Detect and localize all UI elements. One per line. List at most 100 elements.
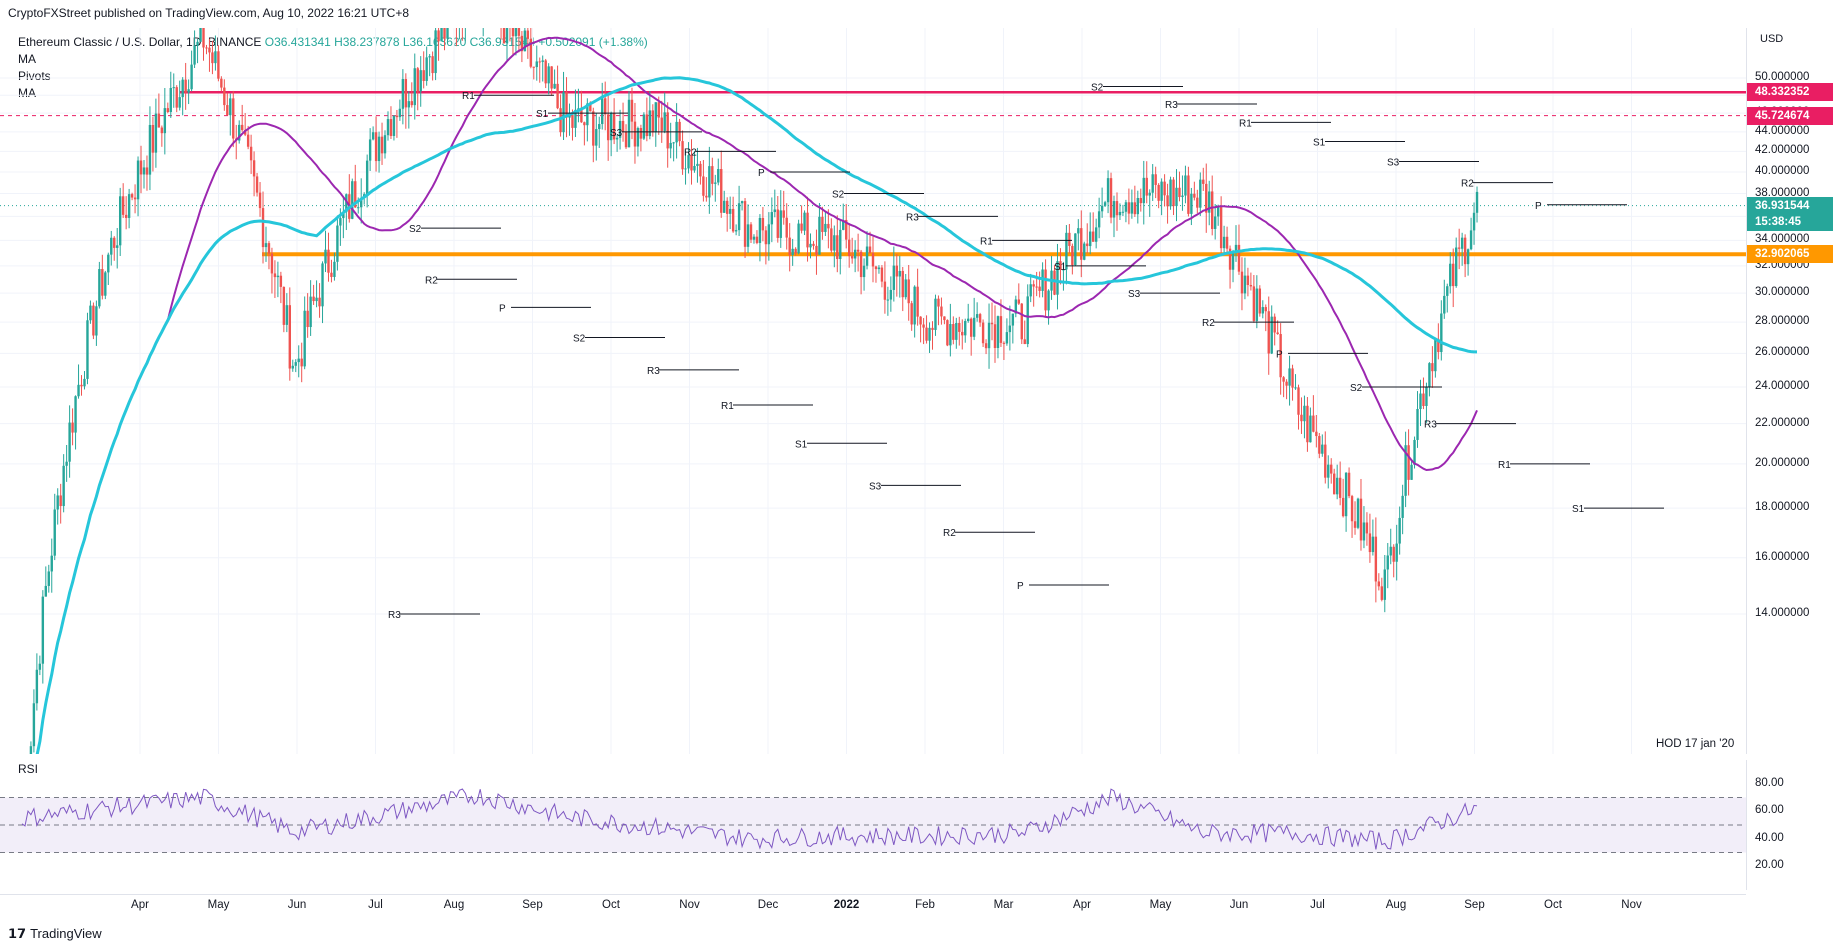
candle-body	[1005, 332, 1009, 344]
candle-body	[562, 92, 565, 133]
rsi-label: RSI	[18, 762, 39, 776]
time-tick-label: Jul	[1310, 899, 1325, 911]
candle-body	[550, 66, 553, 89]
candle-body	[1255, 288, 1259, 321]
price-axis[interactable]: 50.00000048.00000046.00000044.00000042.0…	[1746, 28, 1834, 754]
candle-body	[357, 207, 360, 209]
candle-body	[770, 212, 774, 225]
candle-body	[327, 249, 330, 273]
candle-body	[529, 38, 533, 67]
candle-body	[907, 279, 910, 304]
rsi-pane[interactable]	[0, 760, 1746, 890]
time-tick-label: May	[1149, 899, 1172, 911]
pivot-label: P	[1276, 349, 1283, 360]
candle-body	[502, 28, 506, 44]
study-ma-1[interactable]: MA	[18, 52, 36, 66]
candle-body	[1014, 299, 1018, 314]
candle-body	[255, 176, 259, 193]
candle-body	[940, 306, 943, 317]
candle-body	[157, 113, 161, 128]
candle-body	[1038, 286, 1041, 291]
price-chart[interactable]: R3 R2 R1 P S1 S2 S3 R3 R2 R1 P S1 S2 S3 R3 R2 R1 P S1 S2 S3 R…	[0, 28, 1746, 754]
candle-body	[1273, 316, 1276, 333]
price-tick-label: 30.000000	[1755, 286, 1810, 299]
candle-body	[1294, 387, 1297, 389]
candle-body	[1395, 543, 1398, 562]
candle-body	[693, 165, 696, 171]
candle-body	[1243, 275, 1247, 294]
candle-body	[342, 212, 345, 219]
tradingview-logo[interactable]: 𝟭𝟳 TradingView	[8, 926, 102, 942]
candle-body	[755, 236, 759, 243]
candle-body	[172, 87, 175, 89]
candle-body	[967, 318, 970, 322]
candle-body	[395, 115, 399, 118]
candle-body	[916, 286, 919, 317]
candle-body	[1142, 177, 1145, 204]
candle-body	[746, 224, 750, 247]
candle-body	[1410, 464, 1413, 480]
time-tick-label: 2022	[833, 899, 860, 911]
time-tick-label: Mar	[993, 899, 1014, 911]
candle-body	[53, 509, 56, 556]
study-pivots[interactable]: Pivots	[18, 69, 51, 83]
candle-body	[56, 495, 59, 510]
candle-body	[1288, 368, 1291, 386]
time-tick-label: Jun	[287, 899, 307, 911]
candle-body	[127, 194, 131, 218]
candle-body	[984, 343, 988, 349]
candle-body	[294, 362, 297, 366]
candle-body	[1446, 286, 1449, 296]
candle-body	[401, 79, 405, 109]
candle-body	[836, 235, 839, 259]
candle-body	[89, 305, 92, 321]
candle-body	[547, 66, 550, 84]
candle-body	[431, 56, 434, 74]
candle-body	[964, 321, 967, 336]
candle-body	[645, 114, 649, 137]
candle-body	[62, 465, 65, 507]
candle-body	[627, 99, 631, 148]
candle-body	[975, 314, 979, 318]
candle-body	[1285, 381, 1288, 386]
candle-body	[514, 28, 518, 37]
candle-body	[1401, 495, 1404, 518]
time-tick-label: Jul	[368, 899, 383, 911]
candle-body	[827, 223, 830, 229]
candle-body	[1121, 211, 1125, 213]
candle-body	[1315, 431, 1318, 437]
candle-body	[669, 142, 672, 149]
candle-body	[1086, 243, 1089, 247]
candle-body	[29, 746, 33, 754]
candle-body	[32, 703, 36, 747]
candle-body	[749, 224, 753, 240]
candle-body	[1196, 197, 1199, 208]
candle-body	[663, 112, 666, 131]
pivot-label: S2	[409, 224, 422, 235]
candle-body	[1344, 472, 1348, 517]
candle-body	[666, 112, 669, 149]
time-axis[interactable]: Apr May Jun Jul Aug Sep Oct Nov Dec 2022 Feb Mar Apr…	[0, 894, 1746, 917]
candle-body	[830, 228, 833, 251]
candle-body	[249, 146, 253, 161]
candle-body	[80, 384, 83, 387]
pivot-label: P	[758, 168, 765, 179]
candle-body	[943, 316, 946, 321]
candle-body	[333, 261, 336, 277]
candle-body	[273, 273, 277, 278]
rsi-axis[interactable]: 80.00 60.00 40.00 20.00	[1746, 760, 1834, 890]
candle-body	[779, 210, 782, 238]
candle-body	[544, 60, 547, 84]
candle-body	[1338, 477, 1342, 498]
candle-body	[606, 114, 610, 141]
candle-body	[720, 169, 723, 213]
pivot-label: R2	[1202, 318, 1215, 329]
candle-body	[1065, 232, 1068, 270]
candle-body	[961, 331, 964, 336]
candle-body	[856, 249, 860, 252]
candle-body	[1282, 377, 1285, 382]
study-ma-2[interactable]: MA	[18, 86, 36, 100]
candle-body	[764, 230, 768, 245]
candle-body	[1097, 211, 1101, 228]
candle-body	[1130, 202, 1134, 214]
